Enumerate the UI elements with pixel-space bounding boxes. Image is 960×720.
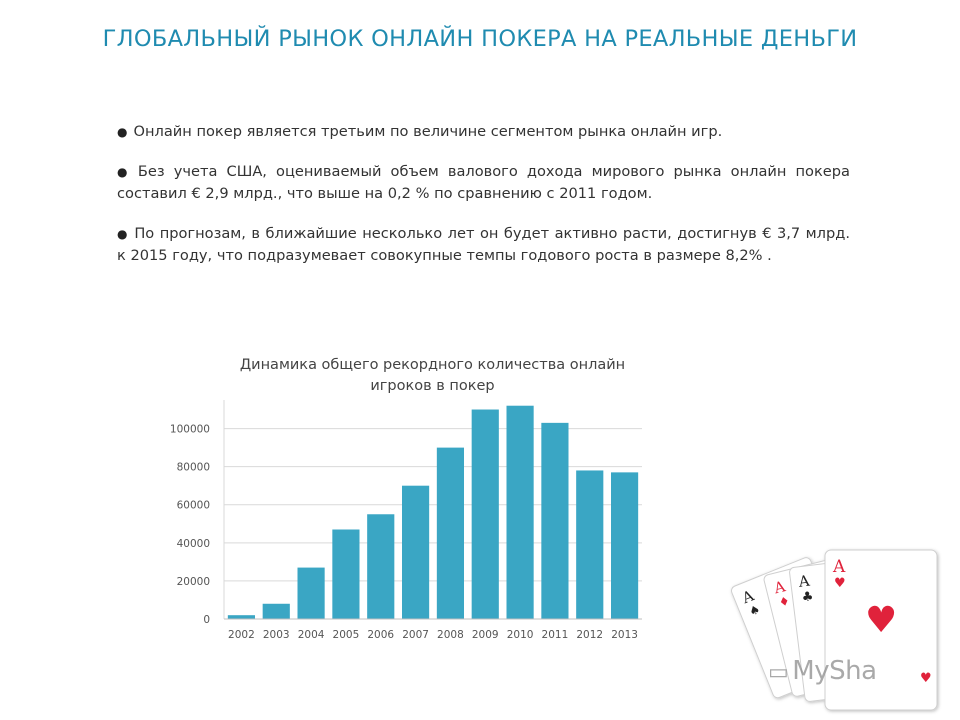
- x-tick-label: 2007: [402, 629, 429, 641]
- y-tick-label: 20000: [177, 576, 210, 588]
- bar-2002: [227, 615, 256, 619]
- presentation-icon: ▭: [768, 660, 789, 685]
- club-icon: ♣: [801, 589, 814, 605]
- bar-2008: [436, 447, 465, 619]
- bar-2010: [506, 405, 534, 619]
- bar-2007: [401, 485, 430, 619]
- y-tick-label: 60000: [177, 500, 210, 512]
- bar-2004: [297, 567, 325, 619]
- x-tick-label: 2004: [298, 629, 325, 641]
- bullet-item: ● По прогнозам, в ближайшие несколько лет…: [117, 223, 850, 267]
- bullet-text: По прогнозам, в ближайшие несколько лет …: [117, 225, 850, 264]
- x-tick-label: 2002: [228, 629, 255, 641]
- x-tick-label: 2013: [611, 629, 638, 641]
- bar-2011: [541, 422, 569, 619]
- card-rank: A: [832, 557, 846, 577]
- playing-cards-illustration: A ♠ A ♦ A ♣ A ♥ ♥ ♥: [731, 549, 938, 711]
- x-tick-label: 2006: [367, 629, 394, 641]
- x-tick-label: 2003: [263, 629, 290, 641]
- x-tick-label: 2010: [507, 629, 534, 641]
- bar-2012: [576, 470, 604, 619]
- bullet-item: ● Без учета США, оцениваемый объем валово…: [117, 161, 850, 205]
- y-tick-label: 80000: [177, 462, 210, 474]
- bar-2013: [610, 472, 639, 619]
- x-tick-label: 2008: [437, 629, 464, 641]
- heart-icon: ♥: [834, 576, 846, 591]
- bar-2005: [332, 529, 360, 619]
- x-tick-label: 2012: [576, 629, 603, 641]
- bullet-mark: ●: [117, 227, 129, 241]
- x-tick-label: 2011: [542, 629, 569, 641]
- x-tick-label: 2009: [472, 629, 499, 641]
- y-tick-label: 100000: [170, 424, 210, 436]
- diamond-icon: ♦: [777, 594, 791, 610]
- bar-chart: 0 20000 40000 60000 80000 100000 2002 2003 2004 2…: [170, 400, 642, 641]
- bar-2006: [367, 514, 395, 619]
- heart-icon: ♥: [865, 600, 897, 641]
- card-ace-hearts: A ♥ ♥ ♥: [824, 549, 938, 711]
- bar-2009: [471, 409, 499, 619]
- y-tick-label: 0: [203, 614, 210, 626]
- bar-2003: [262, 603, 290, 619]
- y-tick-label: 40000: [177, 538, 210, 550]
- watermark: ▭ MySha: [768, 656, 877, 686]
- bullet-list: ● Онлайн покер является третьим по величи…: [117, 121, 850, 285]
- bullet-mark: ●: [117, 165, 132, 179]
- card-rank: A: [797, 572, 811, 591]
- x-tick-label: 2005: [333, 629, 360, 641]
- bullet-text: Онлайн покер является третьим по величин…: [133, 123, 723, 140]
- bullet-text: Без учета США, оцениваемый объем валовог…: [117, 163, 850, 202]
- heart-icon: ♥: [920, 671, 932, 686]
- watermark-text: MySha: [792, 656, 877, 686]
- spade-icon: ♠: [747, 602, 762, 619]
- card-rank: A: [771, 577, 787, 597]
- bullet-item: ● Онлайн покер является третьим по величи…: [117, 121, 850, 143]
- bullet-mark: ●: [117, 125, 128, 139]
- page-title: ГЛОБАЛЬНЫЙ РЫНОК ОНЛАЙН ПОКЕРА НА РЕАЛЬН…: [102, 26, 858, 52]
- chart-title: Динамика общего рекордного количества он…: [239, 357, 626, 394]
